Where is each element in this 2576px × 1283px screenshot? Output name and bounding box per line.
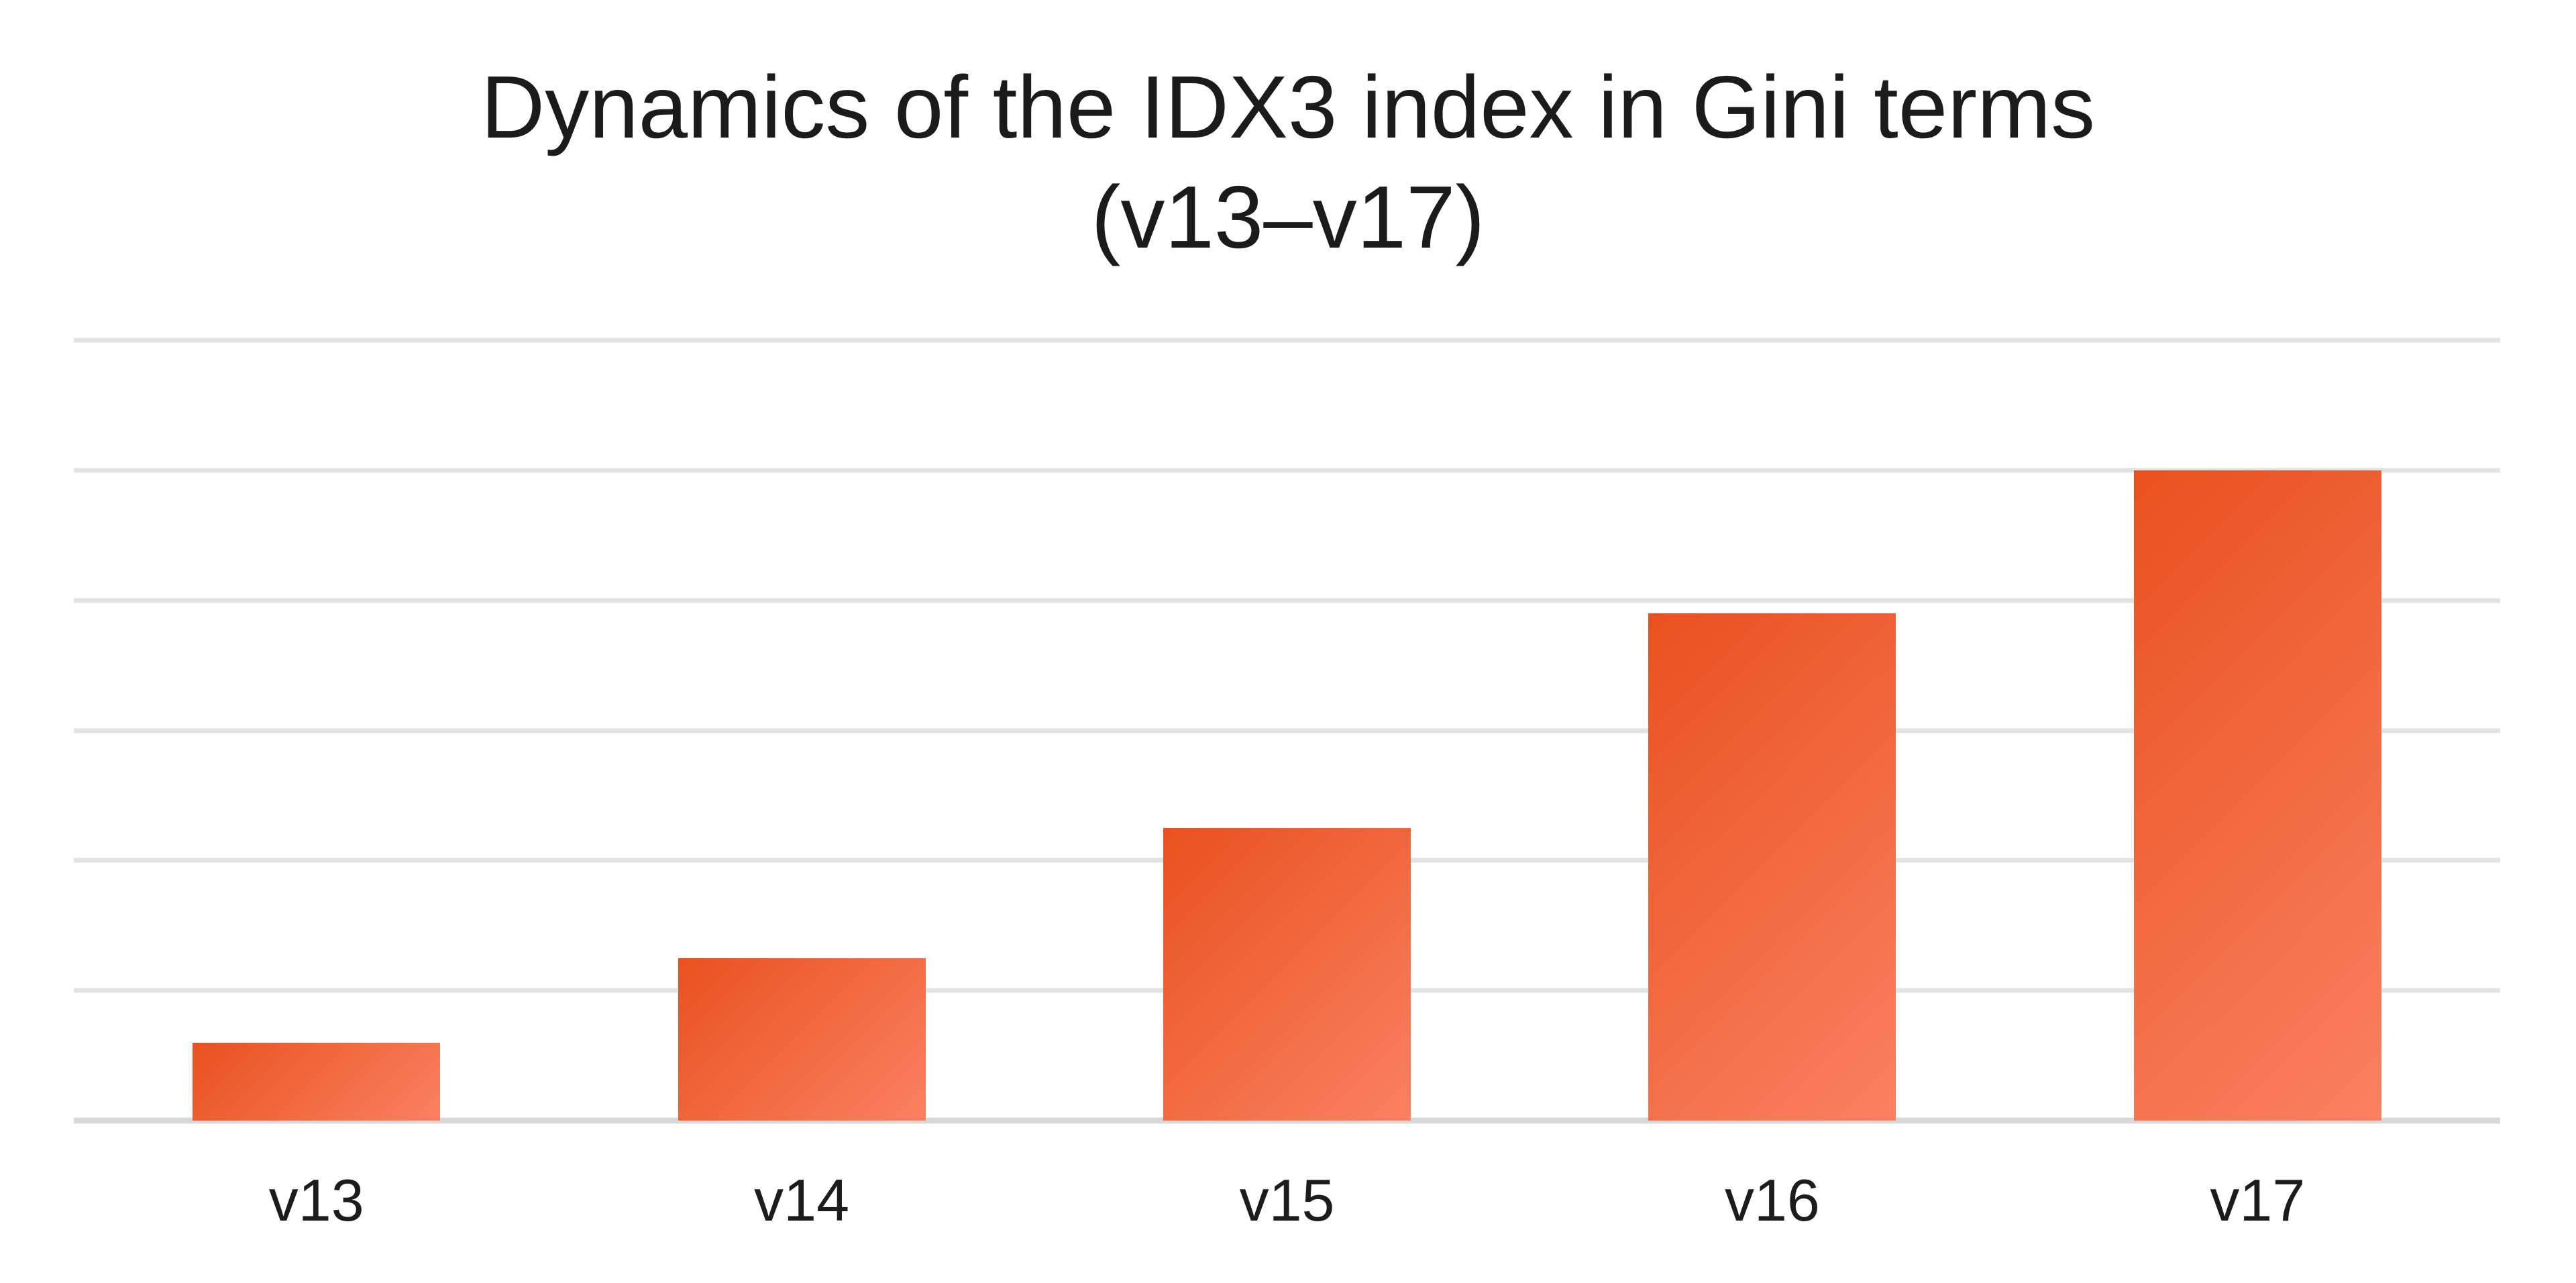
bar-v15 [1163, 827, 1411, 1121]
bar-slot-v16 [1529, 340, 2015, 1121]
x-label-v15: v15 [1239, 1167, 1335, 1233]
bar-slot-v17 [2015, 340, 2500, 1121]
bar-v16 [1648, 613, 1896, 1121]
x-label-v14: v14 [754, 1167, 850, 1233]
x-axis-baseline [74, 1117, 2500, 1124]
x-label-v17: v17 [2210, 1167, 2306, 1233]
bar-v14 [678, 958, 926, 1121]
gridline-3 [74, 728, 2500, 733]
bar-v13 [193, 1042, 441, 1121]
gridline-4 [74, 598, 2500, 603]
chart-title: Dynamics of the IDX3 index in Gini terms… [0, 52, 2576, 272]
bars-group [74, 340, 2500, 1121]
gridline-5 [74, 468, 2500, 473]
chart-title-line-1: Dynamics of the IDX3 index in Gini terms [480, 58, 2096, 156]
gridline-6 [74, 338, 2500, 343]
x-axis-labels: v13 v14 v15 v16 v17 [74, 1166, 2500, 1235]
x-label-v13: v13 [268, 1167, 364, 1233]
bar-slot-v13 [74, 340, 559, 1121]
bar-slot-v14 [559, 340, 1044, 1121]
chart-title-line-2: (v13–v17) [1091, 167, 1485, 266]
bar-slot-v15 [1044, 340, 1529, 1121]
x-label-v16: v16 [1724, 1167, 1820, 1233]
bar-v17 [2133, 470, 2381, 1121]
plot-area [74, 338, 2500, 1124]
